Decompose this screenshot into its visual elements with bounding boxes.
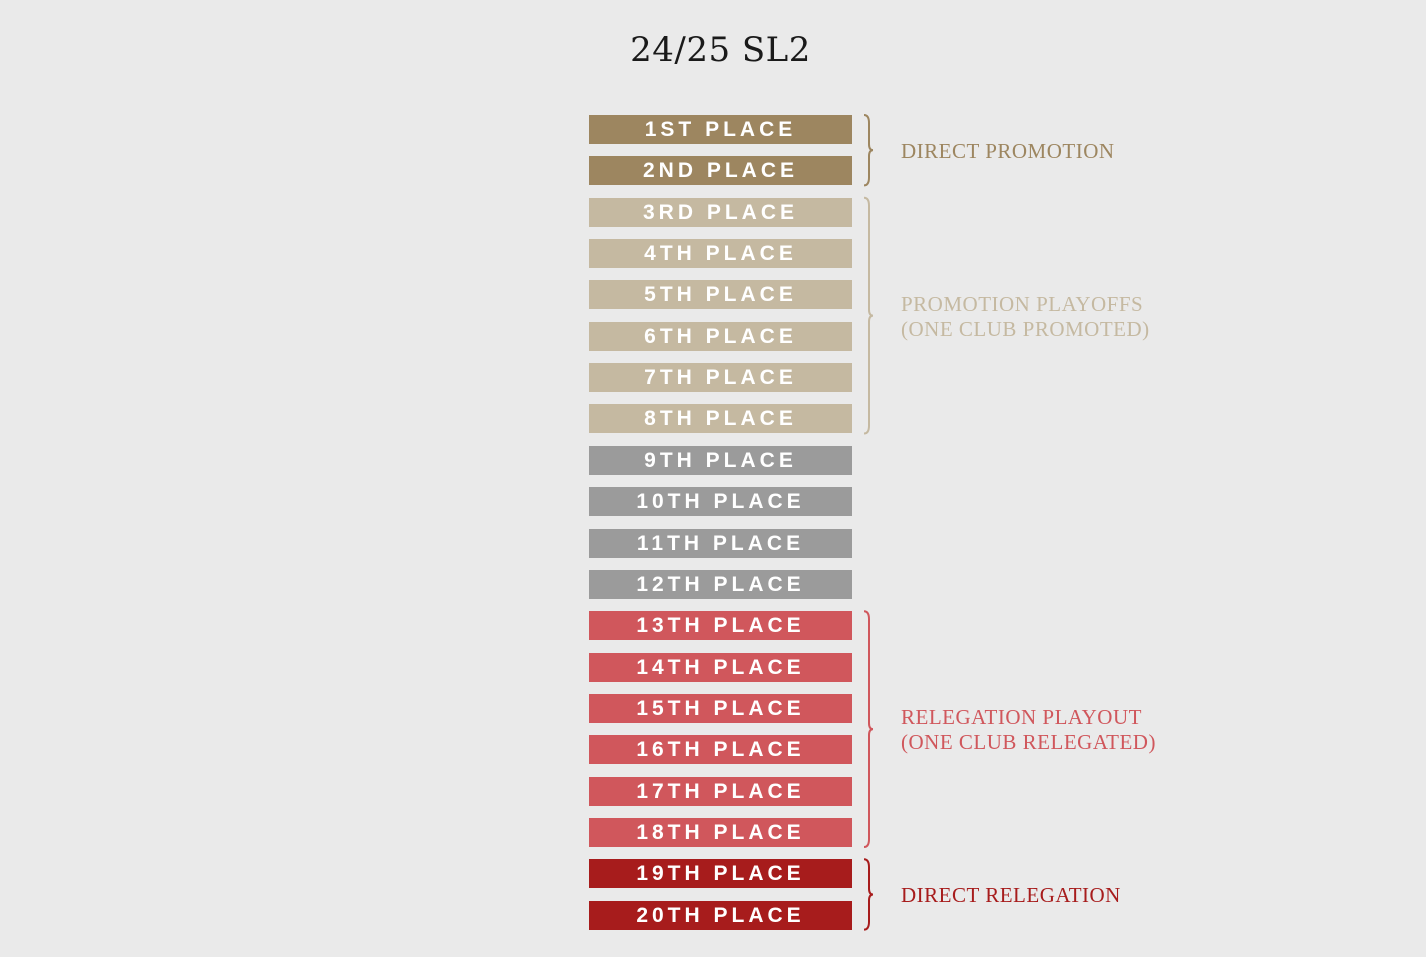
zone-label-line: RELEGATION PLAYOUT xyxy=(901,705,1142,730)
place-row-7: 7TH PLACE xyxy=(589,363,852,393)
place-row-9: 9TH PLACE xyxy=(589,445,852,475)
zone-label-line: (ONE CLUB RELEGATED) xyxy=(901,730,1156,755)
brace-direct-relegation xyxy=(863,858,874,931)
place-row-14: 14TH PLACE xyxy=(589,652,852,682)
place-row-20: 20TH PLACE xyxy=(589,900,852,930)
zone-label-line: PROMOTION PLAYOFFS xyxy=(901,291,1144,316)
brace-direct-promotion xyxy=(863,114,874,187)
place-row-11: 11TH PLACE xyxy=(589,528,852,558)
place-row-18: 18TH PLACE xyxy=(589,817,852,847)
place-row-19: 19TH PLACE xyxy=(589,859,852,889)
place-row-3: 3RD PLACE xyxy=(589,197,852,227)
brace-promotion-playoffs xyxy=(863,196,874,435)
zone-label-direct-relegation: DIRECT RELEGATION xyxy=(901,883,1121,908)
place-row-16: 16TH PLACE xyxy=(589,735,852,765)
place-row-2: 2ND PLACE xyxy=(589,156,852,186)
zone-label-line: (ONE CLUB PROMOTED) xyxy=(901,316,1150,341)
place-row-15: 15TH PLACE xyxy=(589,693,852,723)
zone-label-relegation-playout: RELEGATION PLAYOUT (ONE CLUB RELEGATED) xyxy=(901,705,1156,755)
zone-label-line: DIRECT RELEGATION xyxy=(901,882,1121,907)
zone-label-promotion-playoffs: PROMOTION PLAYOFFS (ONE CLUB PROMOTED) xyxy=(901,292,1150,342)
diagram-title: 24/25 SL2 xyxy=(630,30,811,70)
place-row-1: 1ST PLACE xyxy=(589,115,852,144)
place-row-4: 4TH PLACE xyxy=(589,239,852,269)
brace-relegation-playout xyxy=(863,610,874,848)
place-row-17: 17TH PLACE xyxy=(589,776,852,806)
place-row-8: 8TH PLACE xyxy=(589,404,852,434)
zone-label-direct-promotion: DIRECT PROMOTION xyxy=(901,139,1115,164)
place-row-12: 12TH PLACE xyxy=(589,569,852,599)
place-row-6: 6TH PLACE xyxy=(589,321,852,351)
zone-label-line: DIRECT PROMOTION xyxy=(901,138,1115,163)
place-row-5: 5TH PLACE xyxy=(589,280,852,310)
place-row-10: 10TH PLACE xyxy=(589,487,852,517)
place-row-13: 13TH PLACE xyxy=(589,611,852,641)
